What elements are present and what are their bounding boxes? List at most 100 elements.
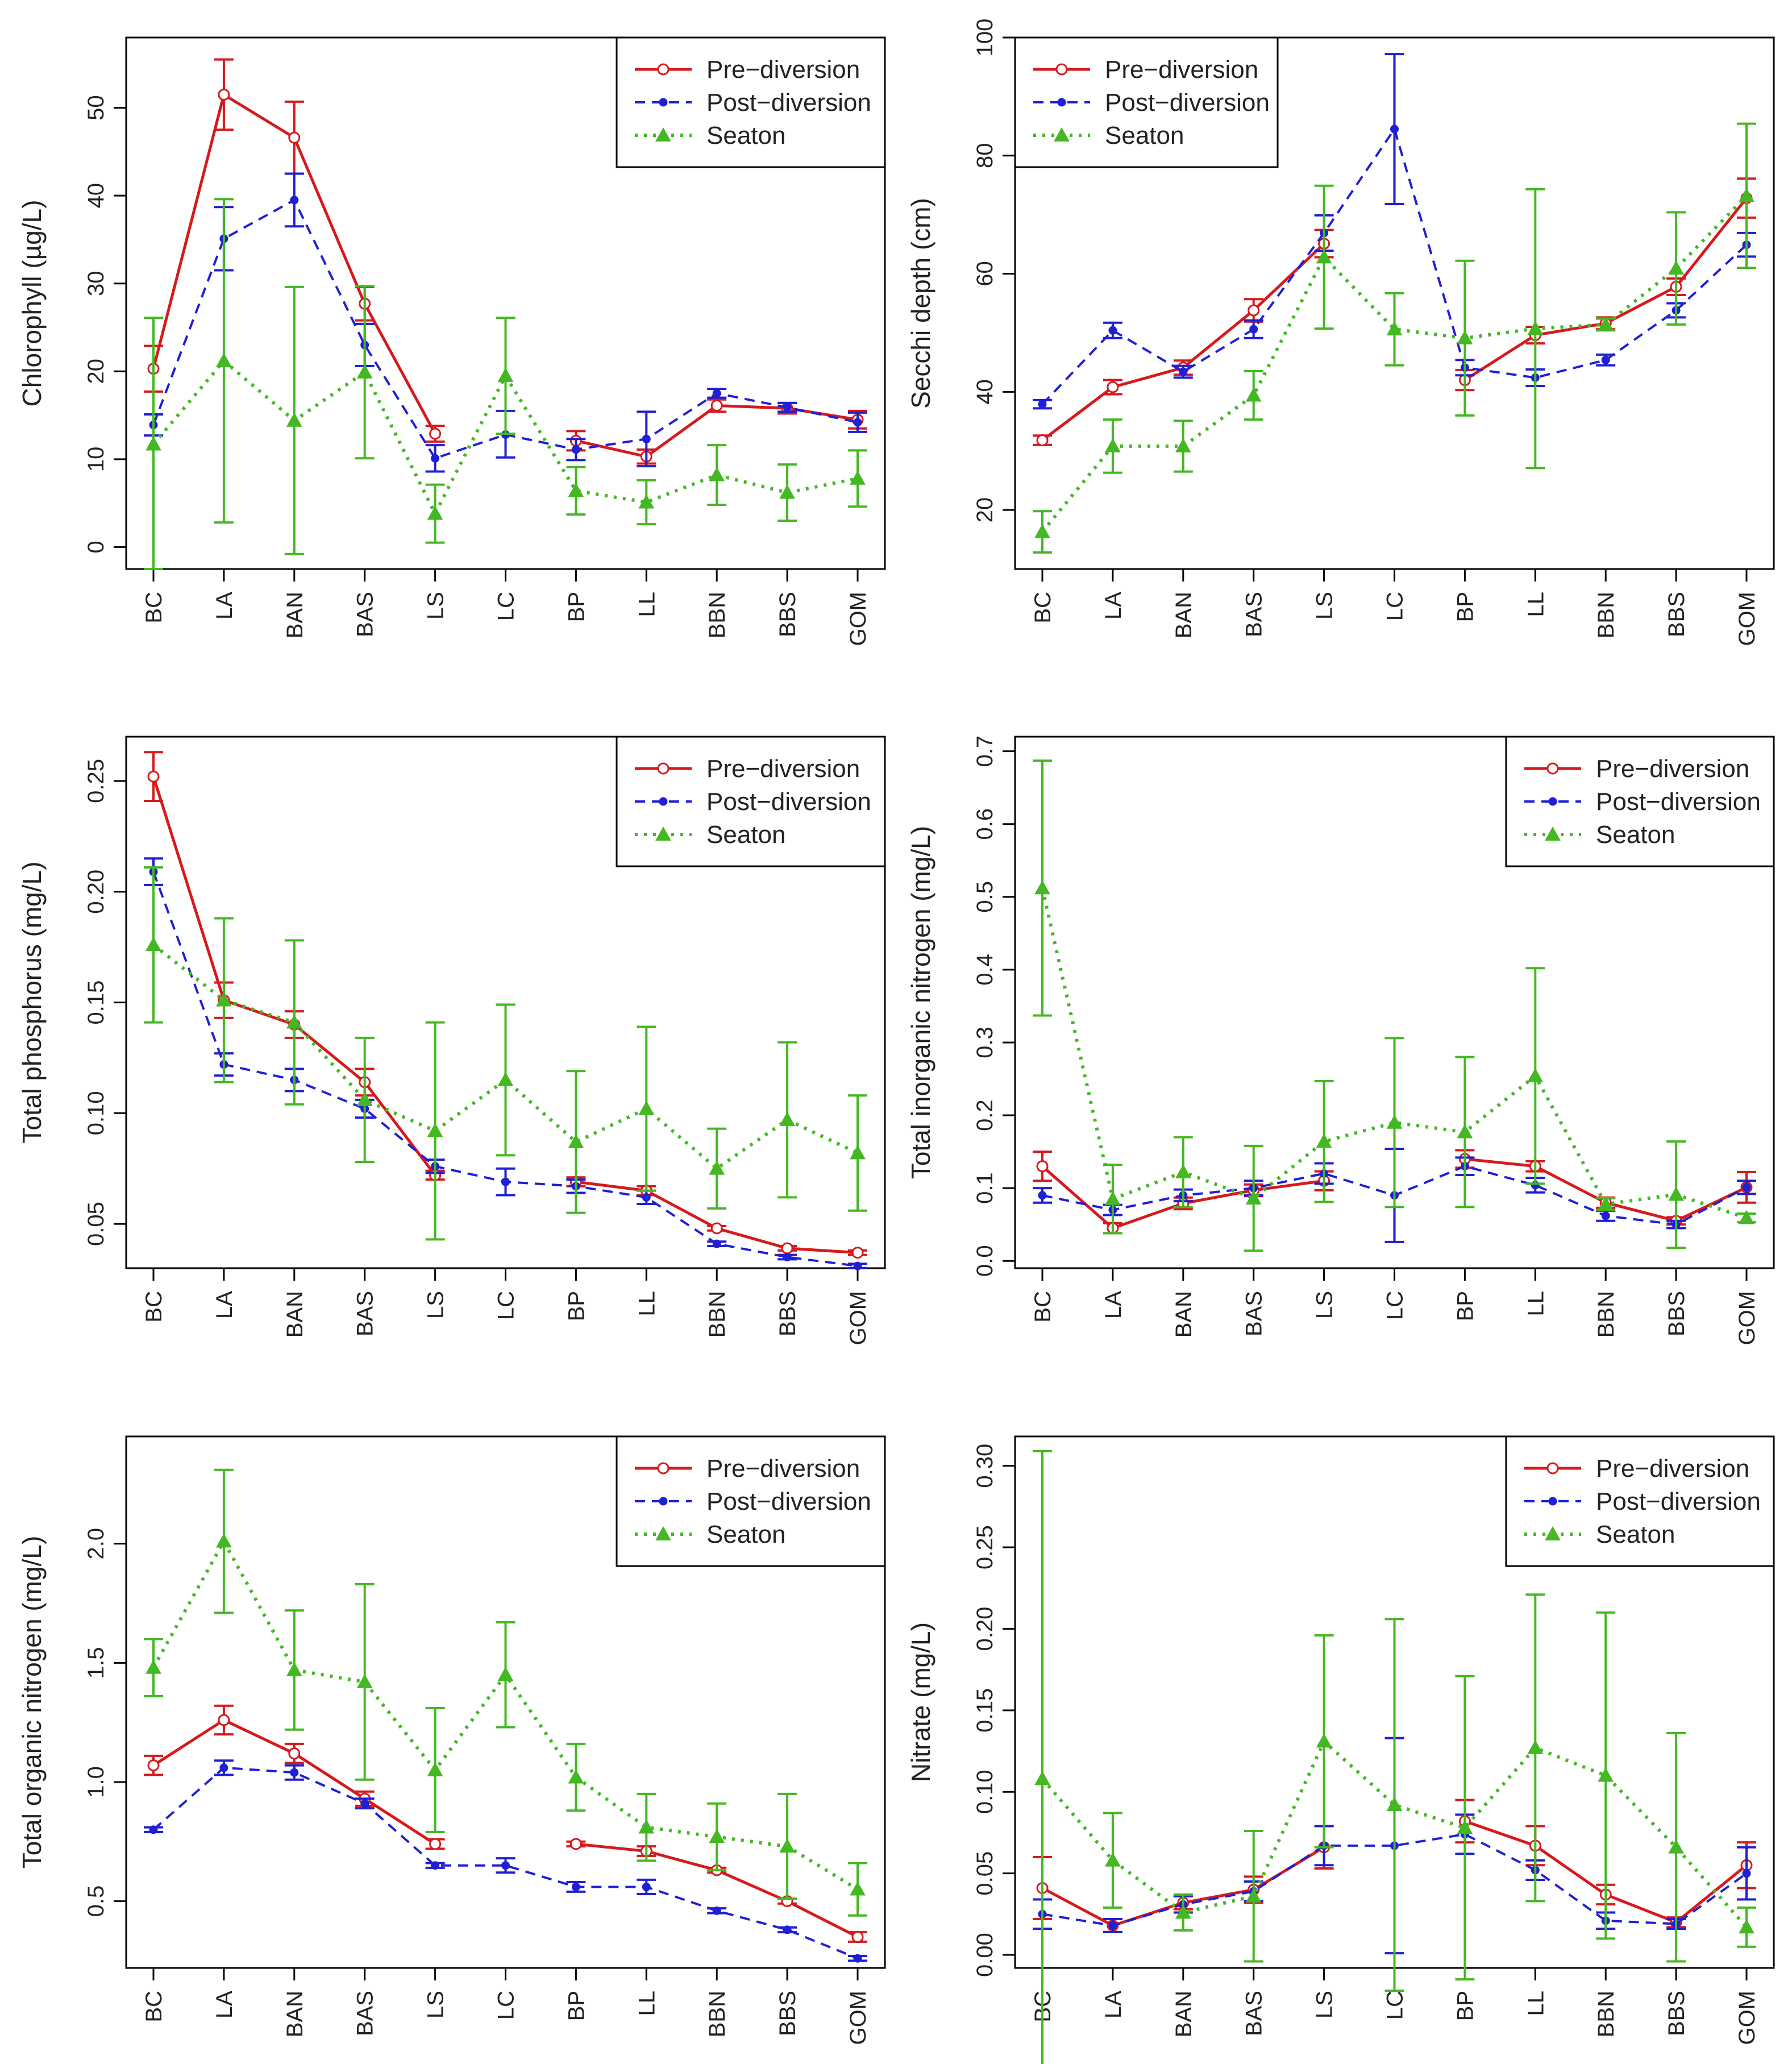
y-axis-label: Total phosphorus (mg/L) xyxy=(17,861,47,1143)
legend-marker xyxy=(657,63,670,76)
data-point xyxy=(1598,316,1614,331)
data-point xyxy=(1668,260,1684,275)
x-tick-label: BBN xyxy=(1594,1291,1619,1338)
legend-marker xyxy=(659,98,668,107)
y-tick-label: 0.0 xyxy=(972,1245,997,1277)
data-point xyxy=(1527,1068,1544,1082)
data-point xyxy=(1527,321,1544,335)
x-tick-label: BAS xyxy=(353,1291,378,1336)
y-tick-label: 0.6 xyxy=(972,808,997,840)
x-tick-label: LC xyxy=(1383,1991,1408,2020)
y-tick-label: 0.25 xyxy=(84,759,109,803)
data-point xyxy=(1245,387,1262,402)
legend-marker xyxy=(659,1497,668,1506)
data-point xyxy=(1457,1124,1473,1139)
legend: Pre−diversion Post−diversion Seaton xyxy=(616,36,886,168)
x-tick-label: BP xyxy=(1453,592,1478,622)
data-point xyxy=(1108,1921,1117,1930)
data-point xyxy=(1036,1160,1049,1173)
series-seaton xyxy=(144,198,867,570)
data-point xyxy=(1386,1114,1403,1129)
x-tick-label: BBN xyxy=(1594,1991,1619,2037)
chart-panel-tp: 0.05 0.10 0.15 0.20 0.25 Total phosphorus (mg… xyxy=(17,736,886,1345)
data-point xyxy=(356,364,373,379)
series-line xyxy=(1041,1739,1748,1929)
chart-panel-tin: 0.0 0.1 0.2 0.3 0.4 0.5 0.6 0.7 Total inorganic … xyxy=(906,736,1775,1345)
legend-label: Seaton xyxy=(706,821,785,849)
y-tick-label: 0.05 xyxy=(84,1202,109,1246)
data-point xyxy=(642,434,651,443)
x-tick-label: BBS xyxy=(775,592,800,637)
x-tick-label: LA xyxy=(212,1291,237,1319)
data-point xyxy=(1739,1919,1754,1934)
legend-label: Post−diversion xyxy=(706,89,871,117)
data-point xyxy=(712,1239,721,1248)
legend: Pre−diversion Post−diversion Seaton xyxy=(1014,36,1279,168)
legend-marker xyxy=(657,762,670,775)
data-point xyxy=(779,1111,795,1126)
data-point xyxy=(642,1193,651,1202)
legend: Pre−diversion Post−diversion Seaton xyxy=(616,1435,886,1567)
data-point xyxy=(219,1763,228,1772)
y-tick-label: 0.25 xyxy=(972,1525,997,1569)
y-tick-label: 0 xyxy=(84,541,109,553)
series-seaton xyxy=(1033,759,1756,1252)
chart-panel-nitrate: 0.00 0.05 0.10 0.15 0.20 0.25 0.30 Nitrate (mg/… xyxy=(906,1435,1775,2064)
x-tick-label: BC xyxy=(142,592,167,624)
x-tick-label: GOM xyxy=(1735,1991,1760,2045)
x-tick-label: LC xyxy=(494,1991,519,2020)
data-point xyxy=(783,1253,792,1262)
x-tick-label: BP xyxy=(1453,1991,1478,2021)
data-point xyxy=(1034,1771,1050,1785)
x-tick-label: LA xyxy=(212,592,237,620)
x-tick-label: BBS xyxy=(1664,1991,1689,2036)
series-line xyxy=(1041,194,1748,533)
legend-marker xyxy=(1546,762,1559,775)
legend-label: Post−diversion xyxy=(706,788,871,816)
x-tick-label: LS xyxy=(1312,1291,1337,1319)
data-point xyxy=(1457,330,1473,344)
x-tick-label: BP xyxy=(564,1291,589,1321)
data-point xyxy=(427,1762,443,1776)
y-axis-label: Secchi depth (cm) xyxy=(906,198,936,409)
x-tick-label: BP xyxy=(1453,1291,1478,1321)
x-tick-label: BBS xyxy=(1664,592,1689,637)
legend-marker xyxy=(1548,797,1557,806)
legend-label: Pre−diversion xyxy=(706,1455,860,1482)
data-point xyxy=(1105,1852,1121,1867)
data-point xyxy=(1179,367,1188,376)
data-point xyxy=(568,1133,584,1148)
x-tick-label: GOM xyxy=(846,1291,871,1345)
data-point xyxy=(571,445,580,454)
data-point xyxy=(429,427,442,440)
y-tick-label: 0.7 xyxy=(972,736,997,767)
data-point xyxy=(1175,438,1191,452)
data-point xyxy=(147,1759,160,1772)
x-tick-label: LL xyxy=(634,1991,659,2016)
y-tick-label: 0.15 xyxy=(84,981,109,1025)
data-point xyxy=(779,1838,795,1853)
legend-label: Post−diversion xyxy=(1596,788,1761,816)
x-tick-label: GOM xyxy=(846,592,871,646)
y-tick-label: 0.20 xyxy=(84,870,109,914)
data-point xyxy=(1316,1733,1332,1748)
data-point xyxy=(290,1768,299,1777)
data-point xyxy=(216,992,232,1007)
data-point xyxy=(1036,434,1049,447)
data-point xyxy=(427,505,443,520)
x-tick-label: BAS xyxy=(353,1991,378,2036)
data-point xyxy=(286,1662,302,1676)
y-tick-label: 40 xyxy=(84,183,109,209)
x-tick-label: BAN xyxy=(282,1991,307,2037)
x-tick-label: BC xyxy=(1030,592,1055,624)
legend-marker xyxy=(1548,1497,1557,1506)
data-point xyxy=(149,1825,158,1834)
data-point xyxy=(1108,326,1117,335)
x-tick-label: BAN xyxy=(282,1291,307,1338)
data-point xyxy=(571,1882,580,1891)
data-point xyxy=(218,1714,230,1726)
data-point xyxy=(850,1881,866,1896)
legend: Pre−diversion Post−diversion Seaton xyxy=(1505,736,1775,867)
x-tick-label: LA xyxy=(1101,592,1126,620)
